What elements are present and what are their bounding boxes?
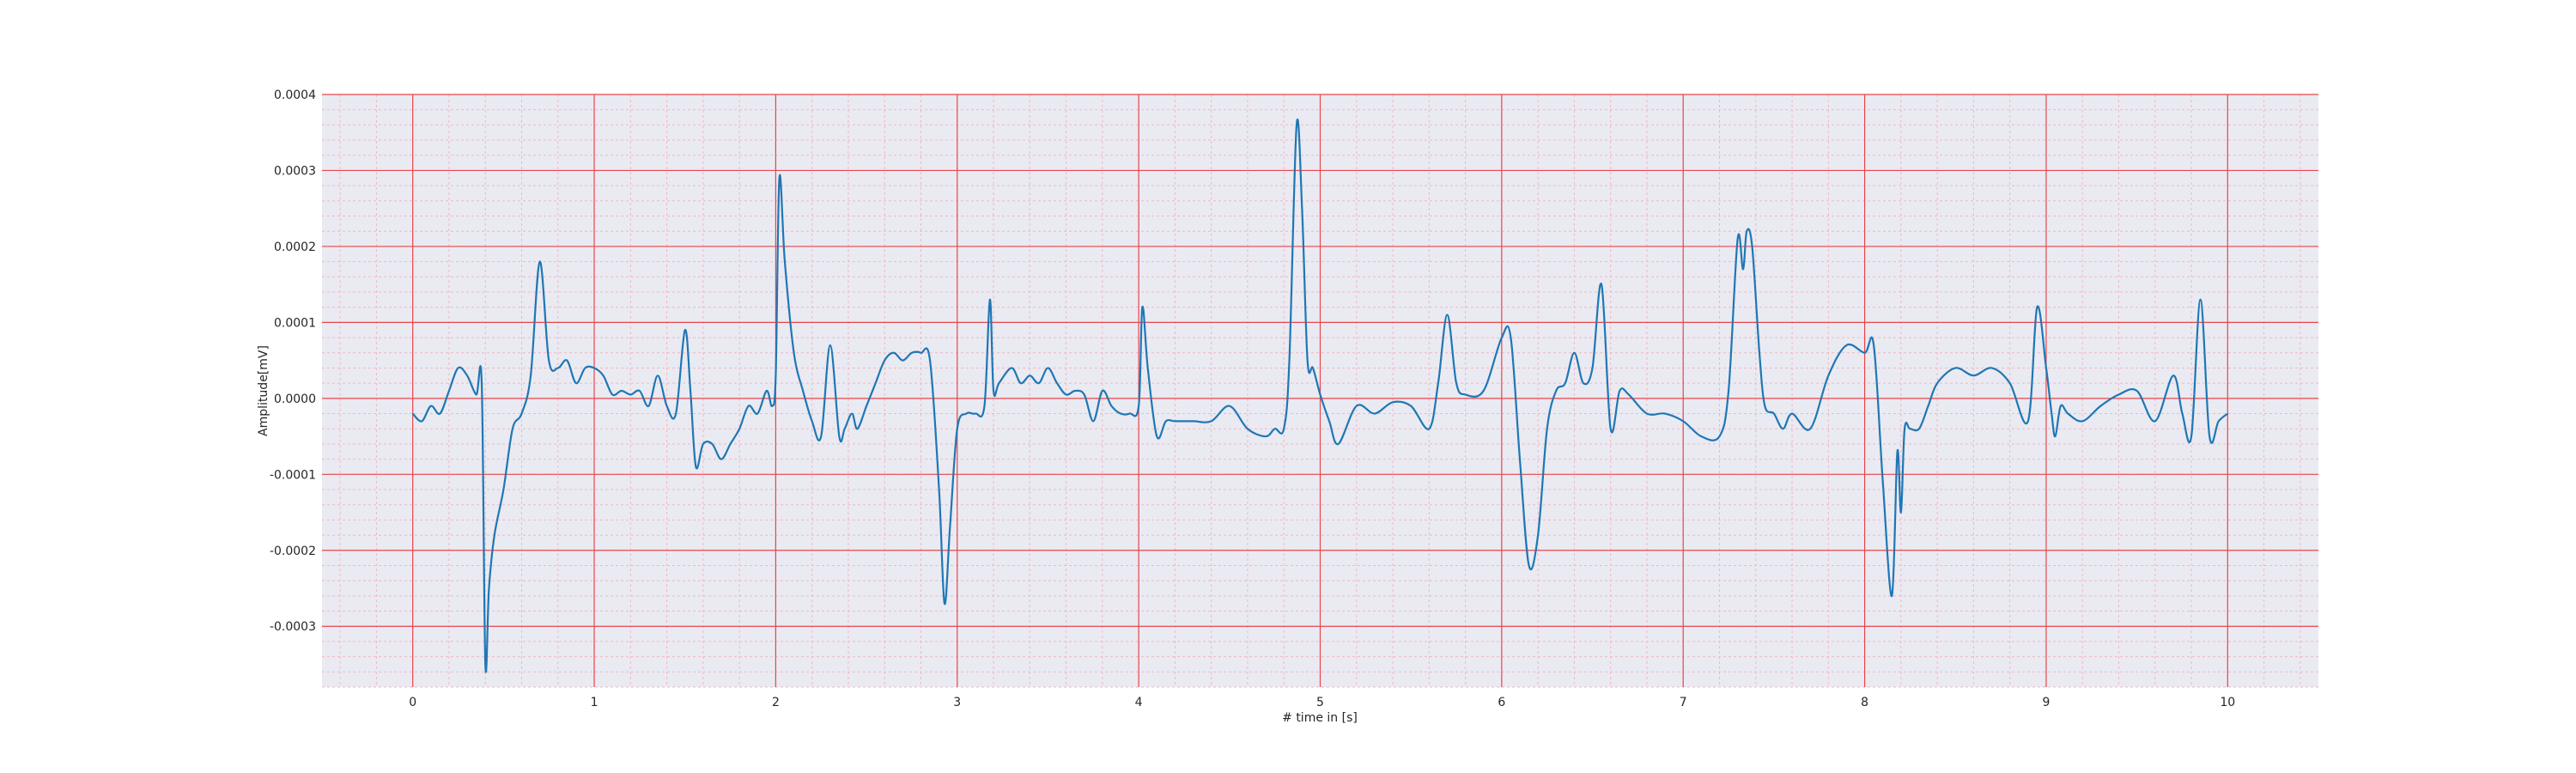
x-tick-label: 9: [2042, 696, 2050, 709]
y-tick-label: 0.0002: [274, 240, 316, 254]
y-axis-label: Amplitude[mV]: [257, 345, 270, 436]
x-tick-label: 8: [1861, 696, 1868, 709]
x-tick-label: 10: [2220, 696, 2235, 709]
y-tick-label: 0.0001: [274, 316, 316, 330]
x-tick-label: 5: [1316, 696, 1324, 709]
y-tick-label: -0.0001: [270, 468, 316, 482]
x-axis-label: # time in [s]: [1282, 711, 1358, 725]
x-tick-label: 0: [409, 696, 416, 709]
x-tick-label: 6: [1498, 696, 1505, 709]
x-tick-label: 2: [772, 696, 780, 709]
y-tick-label: 0.0000: [274, 393, 316, 406]
y-tick-label: -0.0002: [270, 545, 316, 558]
y-tick-labels: 0.0004 0.0003 0.0002 0.0001 0.0000 -0.0001 -0.…: [270, 88, 316, 634]
y-tick-label: 0.0004: [274, 88, 316, 102]
x-tick-label: 1: [591, 696, 598, 709]
series-layer: [411, 118, 2229, 673]
x-tick-label: 4: [1135, 696, 1143, 709]
y-tick-label: 0.0003: [274, 164, 316, 178]
x-tick-labels: 0 1 2 3 4 5 6 7 8 9 10: [409, 696, 2235, 709]
major-grid: [322, 94, 2318, 687]
x-tick-label: 3: [953, 696, 961, 709]
y-tick-label: -0.0003: [270, 620, 316, 634]
x-tick-label: 7: [1680, 696, 1687, 709]
ecg-series-line-0: [411, 118, 2229, 673]
